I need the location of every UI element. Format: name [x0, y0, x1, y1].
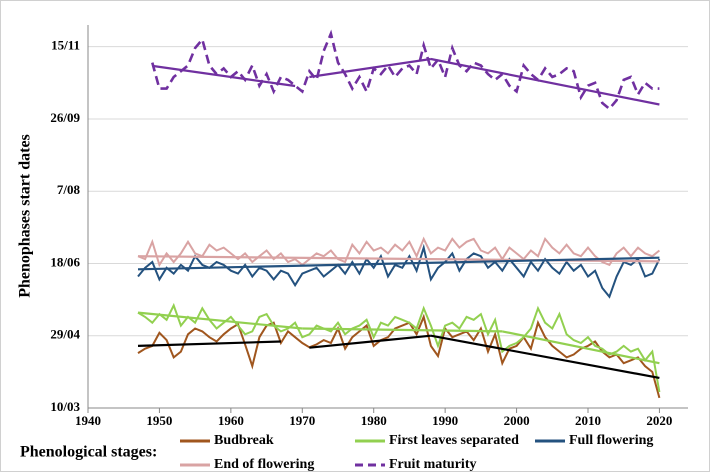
series-line	[137, 313, 661, 399]
series-line	[137, 243, 661, 299]
x-tick-label: 1960	[218, 413, 244, 428]
y-axis-label: Phenophases start dates	[17, 134, 34, 298]
trend-line	[137, 256, 660, 271]
trend-line	[302, 327, 503, 333]
trend-line	[152, 64, 296, 88]
legend-label: Full flowering	[569, 433, 653, 448]
trend-line	[309, 57, 432, 79]
legend-label: Fruit maturity	[389, 457, 476, 472]
trend-line	[137, 340, 281, 347]
x-tick-label: 1940	[75, 413, 101, 428]
x-tick-label: 2010	[575, 413, 601, 428]
series-line	[151, 29, 660, 111]
x-tick-label: 2000	[504, 413, 530, 428]
trend-line	[137, 311, 303, 330]
y-tick-label: 7/08	[57, 182, 81, 197]
y-tick-label: 15/11	[51, 38, 80, 53]
x-tick-label: 1970	[289, 413, 315, 428]
y-tick-label: 18/06	[50, 254, 80, 269]
trend-line	[309, 334, 432, 349]
legend-label: Budbreak	[214, 433, 274, 448]
x-tick-label: 2020	[646, 413, 672, 428]
x-tick-label: 1990	[432, 413, 458, 428]
y-tick-label: 29/04	[50, 327, 80, 342]
series-line	[137, 236, 661, 268]
trend-line	[502, 330, 660, 365]
legend-label: End of flowering	[214, 457, 314, 472]
y-tick-label: 26/09	[50, 110, 80, 125]
legend-title: Phenological stages:	[20, 444, 157, 461]
x-tick-label: 1980	[361, 413, 387, 428]
x-tick-label: 1950	[146, 413, 172, 428]
y-tick-label: 10/03	[50, 399, 80, 414]
legend-label: First leaves separated	[389, 433, 519, 448]
trend-line	[430, 57, 660, 106]
trend-line	[430, 334, 660, 379]
